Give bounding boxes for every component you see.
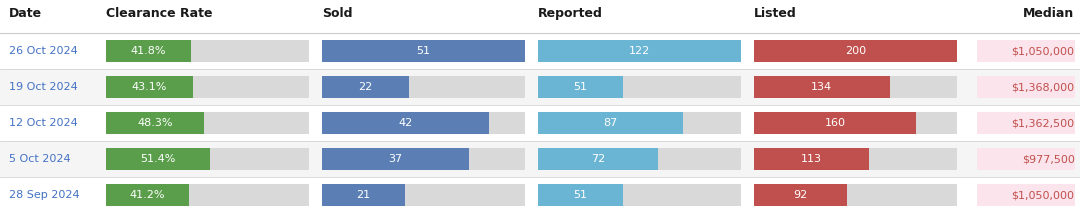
Bar bbox=[754, 112, 916, 134]
Bar bbox=[322, 76, 525, 98]
Text: Listed: Listed bbox=[754, 7, 797, 20]
Bar bbox=[106, 184, 189, 206]
Text: Date: Date bbox=[9, 7, 42, 20]
Text: 41.2%: 41.2% bbox=[130, 190, 165, 200]
Bar bbox=[0, 69, 1080, 105]
Bar bbox=[538, 112, 741, 134]
Text: 37: 37 bbox=[389, 154, 403, 164]
Bar bbox=[106, 148, 211, 170]
Bar bbox=[322, 184, 525, 206]
Bar bbox=[538, 76, 623, 98]
Text: 51: 51 bbox=[573, 82, 588, 92]
Bar bbox=[322, 40, 525, 62]
Bar bbox=[106, 40, 309, 62]
Text: 5 Oct 2024: 5 Oct 2024 bbox=[9, 154, 70, 164]
Text: 22: 22 bbox=[359, 82, 373, 92]
Text: $1,368,000: $1,368,000 bbox=[1012, 82, 1075, 92]
Bar bbox=[538, 40, 741, 62]
Text: 42: 42 bbox=[399, 118, 413, 128]
Text: $1,050,000: $1,050,000 bbox=[1012, 46, 1075, 56]
Bar bbox=[754, 112, 957, 134]
Bar bbox=[106, 76, 309, 98]
Text: 92: 92 bbox=[794, 190, 808, 200]
Bar bbox=[754, 40, 957, 62]
Bar bbox=[322, 40, 525, 62]
Bar bbox=[538, 76, 741, 98]
Bar bbox=[977, 148, 1075, 170]
Bar bbox=[106, 112, 309, 134]
Text: 72: 72 bbox=[591, 154, 605, 164]
Text: 160: 160 bbox=[824, 118, 846, 128]
Text: 41.8%: 41.8% bbox=[131, 46, 166, 56]
Bar bbox=[0, 33, 1080, 69]
Bar bbox=[322, 76, 409, 98]
Bar bbox=[322, 148, 525, 170]
Text: 200: 200 bbox=[845, 46, 866, 56]
Bar bbox=[106, 148, 309, 170]
Text: 28 Sep 2024: 28 Sep 2024 bbox=[9, 190, 79, 200]
Text: 12 Oct 2024: 12 Oct 2024 bbox=[9, 118, 78, 128]
Text: 21: 21 bbox=[356, 190, 370, 200]
Bar bbox=[322, 112, 489, 134]
Text: 43.1%: 43.1% bbox=[132, 82, 167, 92]
Text: $1,362,500: $1,362,500 bbox=[1012, 118, 1075, 128]
Bar bbox=[754, 76, 890, 98]
Text: 51: 51 bbox=[417, 46, 430, 56]
Text: $977,500: $977,500 bbox=[1022, 154, 1075, 164]
Bar bbox=[754, 148, 868, 170]
Bar bbox=[538, 184, 623, 206]
Text: 122: 122 bbox=[629, 46, 650, 56]
Text: 48.3%: 48.3% bbox=[137, 118, 173, 128]
Text: 51.4%: 51.4% bbox=[140, 154, 176, 164]
Bar bbox=[538, 148, 658, 170]
Bar bbox=[106, 184, 309, 206]
Bar bbox=[754, 148, 957, 170]
Text: 134: 134 bbox=[811, 82, 833, 92]
Text: Median: Median bbox=[1024, 7, 1075, 20]
Text: 26 Oct 2024: 26 Oct 2024 bbox=[9, 46, 78, 56]
Bar bbox=[538, 148, 741, 170]
Text: 113: 113 bbox=[800, 154, 822, 164]
Bar bbox=[754, 184, 957, 206]
Bar bbox=[754, 76, 957, 98]
Text: 87: 87 bbox=[603, 118, 618, 128]
Bar bbox=[322, 148, 469, 170]
Bar bbox=[538, 112, 683, 134]
Bar bbox=[322, 184, 405, 206]
Bar bbox=[322, 112, 525, 134]
Bar bbox=[106, 112, 204, 134]
Text: Reported: Reported bbox=[538, 7, 603, 20]
Bar bbox=[977, 184, 1075, 206]
Text: Sold: Sold bbox=[322, 7, 352, 20]
Bar bbox=[0, 141, 1080, 177]
Bar bbox=[754, 40, 957, 62]
Bar bbox=[977, 112, 1075, 134]
Bar bbox=[0, 177, 1080, 213]
Bar bbox=[538, 40, 741, 62]
Text: 51: 51 bbox=[573, 190, 588, 200]
Text: 19 Oct 2024: 19 Oct 2024 bbox=[9, 82, 78, 92]
Bar bbox=[977, 76, 1075, 98]
Bar bbox=[754, 184, 847, 206]
Text: Clearance Rate: Clearance Rate bbox=[106, 7, 213, 20]
Bar bbox=[106, 40, 191, 62]
Bar bbox=[538, 184, 741, 206]
Bar bbox=[0, 105, 1080, 141]
Bar bbox=[106, 76, 193, 98]
Text: $1,050,000: $1,050,000 bbox=[1012, 190, 1075, 200]
Bar bbox=[977, 40, 1075, 62]
